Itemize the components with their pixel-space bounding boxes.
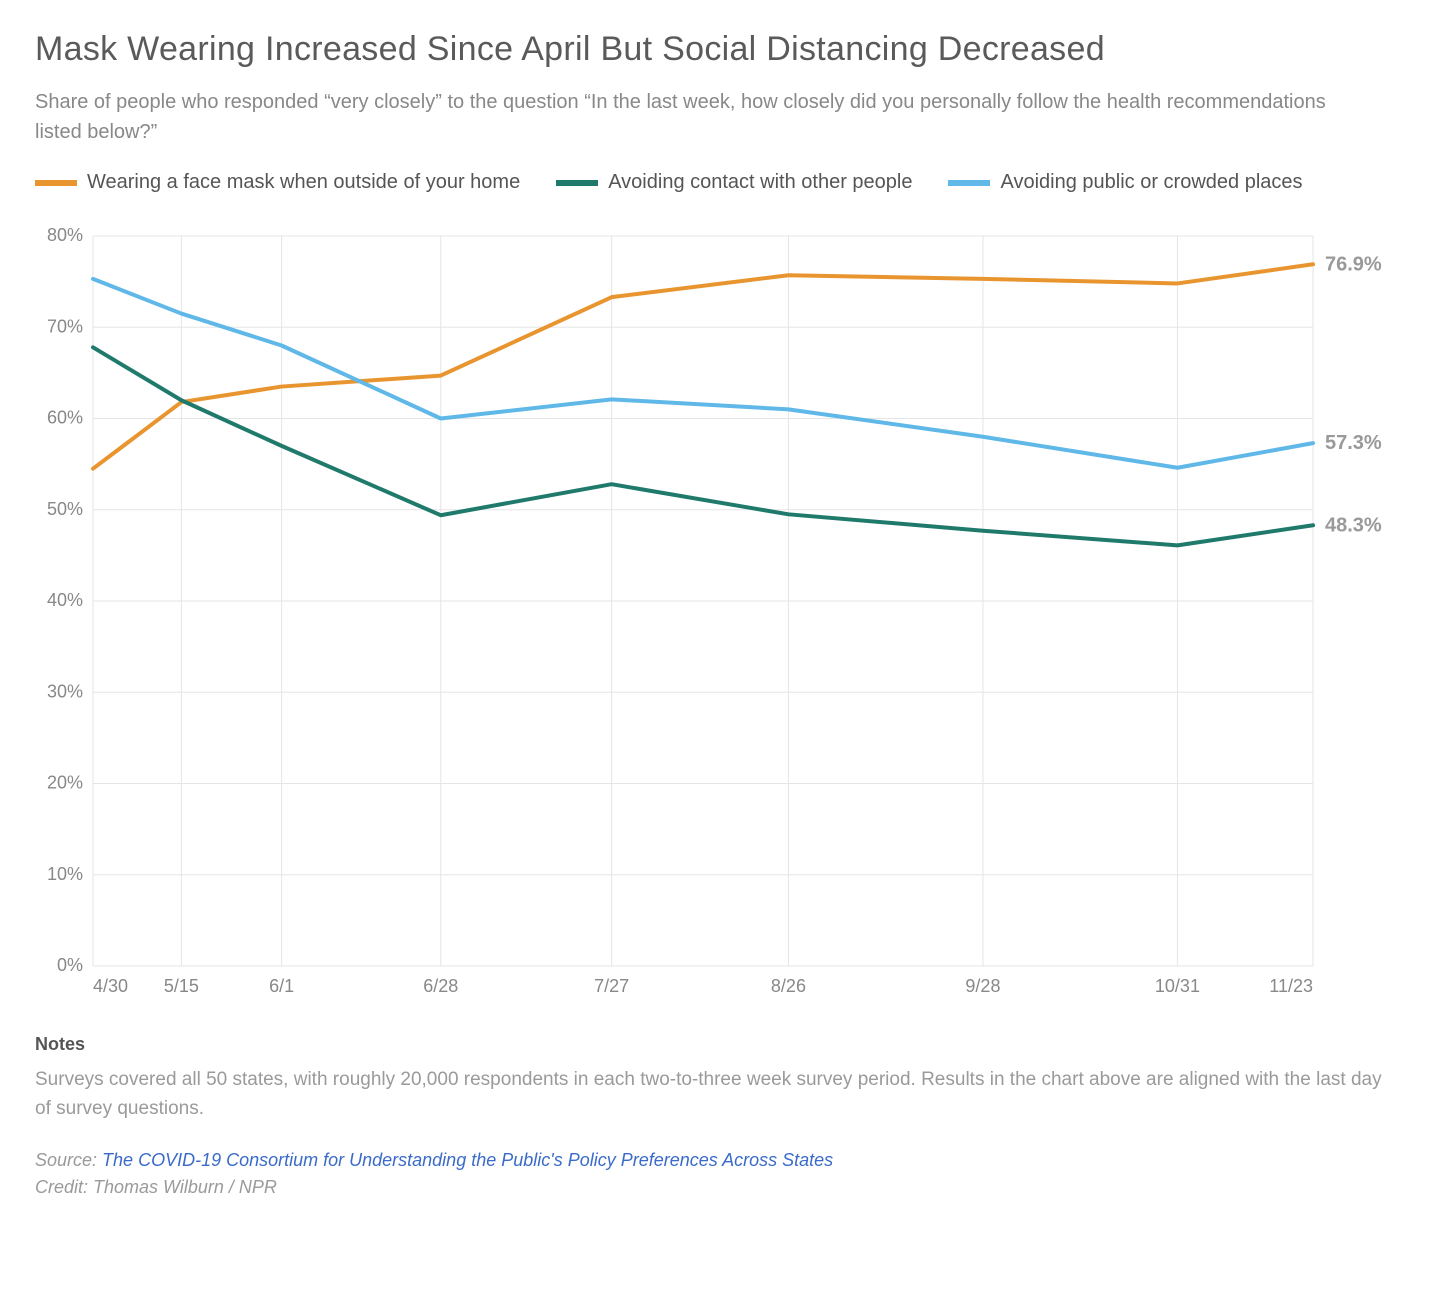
- credit-line: Credit: Thomas Wilburn / NPR: [35, 1177, 1405, 1198]
- y-axis-label: 50%: [47, 499, 83, 519]
- y-axis-label: 80%: [47, 226, 83, 245]
- chart-title: Mask Wearing Increased Since April But S…: [35, 30, 1405, 69]
- y-axis-label: 10%: [47, 864, 83, 884]
- x-axis-label: 7/27: [594, 976, 629, 996]
- series-line: [93, 279, 1313, 468]
- x-axis-label: 6/28: [423, 976, 458, 996]
- notes-heading: Notes: [35, 1034, 1405, 1055]
- line-chart: 0% 10% 20% 30% 40% 50% 60% 70% 80% 4/30 5/15 6/1 6/2…: [35, 226, 1405, 1006]
- y-axis-label: 60%: [47, 408, 83, 428]
- x-axis-label: 6/1: [269, 976, 294, 996]
- series-end-label: 57.3%: [1325, 432, 1382, 454]
- chart-subtitle: Share of people who responded “very clos…: [35, 87, 1355, 147]
- series-line: [93, 264, 1313, 468]
- y-axis-label: 0%: [57, 955, 83, 975]
- legend-label: Avoiding public or crowded places: [1000, 171, 1302, 194]
- source-line: Source: The COVID-19 Consortium for Unde…: [35, 1150, 1405, 1171]
- legend-item: Avoiding public or crowded places: [948, 171, 1302, 194]
- x-axis-label: 4/30: [93, 976, 128, 996]
- legend-swatch: [556, 180, 598, 186]
- y-axis-label: 20%: [47, 773, 83, 793]
- y-axis-label: 40%: [47, 590, 83, 610]
- legend-swatch: [948, 180, 990, 186]
- x-axis-label: 10/31: [1155, 976, 1200, 996]
- y-axis-label: 30%: [47, 681, 83, 701]
- legend-label: Wearing a face mask when outside of your…: [87, 171, 520, 194]
- source-link[interactable]: The COVID-19 Consortium for Understandin…: [102, 1150, 833, 1170]
- legend-item: Avoiding contact with other people: [556, 171, 912, 194]
- x-axis-label: 9/28: [965, 976, 1000, 996]
- legend: Wearing a face mask when outside of your…: [35, 171, 1405, 194]
- x-axis-label: 5/15: [164, 976, 199, 996]
- legend-label: Avoiding contact with other people: [608, 171, 912, 194]
- series-end-label: 76.9%: [1325, 253, 1382, 275]
- series-line: [93, 347, 1313, 545]
- series-end-label: 48.3%: [1325, 514, 1382, 536]
- notes-body: Surveys covered all 50 states, with roug…: [35, 1065, 1395, 1124]
- x-axis-label: 8/26: [771, 976, 806, 996]
- y-axis-label: 70%: [47, 316, 83, 336]
- legend-item: Wearing a face mask when outside of your…: [35, 171, 520, 194]
- x-axis-label: 11/23: [1269, 976, 1313, 996]
- legend-swatch: [35, 180, 77, 186]
- source-prefix: Source:: [35, 1150, 102, 1170]
